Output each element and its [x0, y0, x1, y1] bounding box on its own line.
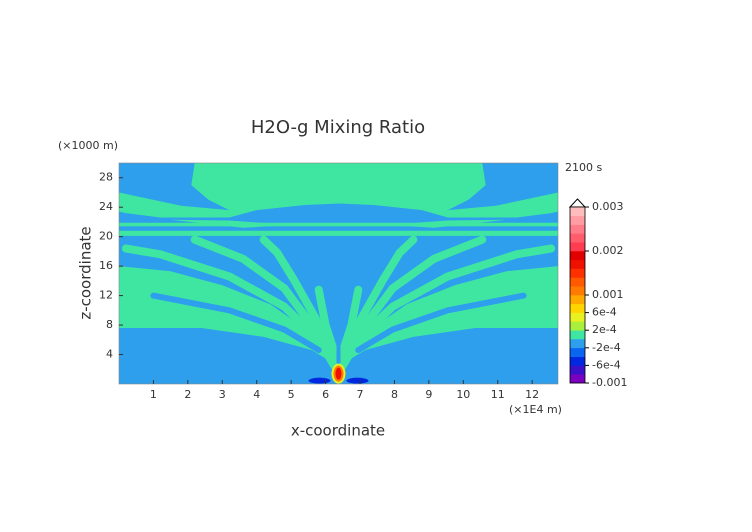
colorbar-band [570, 303, 585, 313]
colorbar-tick-label: 0.002 [592, 244, 624, 257]
contour-region [335, 367, 342, 380]
x-tick-label: 4 [253, 388, 260, 401]
colorbar-band [570, 207, 585, 217]
x-tick-label: 10 [456, 388, 470, 401]
contour-region [341, 266, 558, 365]
colorbar-band [570, 330, 585, 340]
y-unit: (×1000 m) [58, 139, 118, 152]
x-tick-label: 11 [491, 388, 505, 401]
x-tick-label: 1 [150, 388, 157, 401]
colorbar-band [570, 277, 585, 287]
colorbar-band [570, 251, 585, 261]
y-axis-label: z-coordinate [77, 226, 95, 319]
x-unit: (×1E4 m) [509, 403, 562, 416]
colorbar-tick-label: 2e-4 [592, 323, 617, 336]
y-tick-label: 4 [106, 348, 113, 361]
time-label: 2100 s [565, 161, 602, 174]
x-tick-label: 3 [219, 388, 226, 401]
contour-field [119, 163, 558, 384]
colorbar-tick-label: -0.001 [592, 376, 627, 389]
x-tick-label: 9 [425, 388, 432, 401]
colorbar-band [570, 286, 585, 296]
contour-region [346, 377, 369, 384]
y-tick-label: 16 [99, 259, 113, 272]
x-axis-label: x-coordinate [291, 422, 385, 440]
colorbar-band [570, 321, 585, 331]
contour-region [119, 163, 558, 218]
x-tick-label: 6 [322, 388, 329, 401]
contour-region [119, 230, 558, 236]
y-tick-label: 24 [99, 200, 113, 213]
contour-region [516, 211, 558, 218]
colorbar-band [570, 215, 585, 225]
y-tick-label: 12 [99, 289, 113, 302]
colorbar-band [570, 242, 585, 252]
contour-region [308, 377, 331, 384]
colorbar-band [570, 224, 585, 234]
x-tick-label: 5 [288, 388, 295, 401]
colorbar-band [570, 295, 585, 305]
y-tick-label: 20 [99, 230, 113, 243]
colorbar-tick-label: 0.003 [592, 200, 624, 213]
contour-region [229, 203, 448, 218]
x-tick-label: 8 [391, 388, 398, 401]
contour-region [337, 235, 418, 366]
colorbar-band [570, 365, 585, 375]
plot-frame [118, 162, 559, 385]
colorbar-band [570, 374, 585, 384]
colorbar-tick-label: -2e-4 [592, 341, 621, 354]
y-tick-label: 28 [99, 171, 113, 184]
contour-region [385, 219, 507, 228]
contour-region [119, 222, 558, 227]
contour-region [119, 163, 230, 211]
contour-region [119, 266, 336, 365]
colorbar-band [570, 356, 585, 366]
x-tick-label: 2 [184, 388, 191, 401]
contour-region [259, 235, 340, 366]
colorbar-band [570, 312, 585, 322]
x-tick-label: 12 [525, 388, 539, 401]
contour-region [335, 285, 363, 366]
contour-region [355, 292, 527, 354]
colorbar-band [570, 259, 585, 269]
colorbar-band [570, 233, 585, 243]
contour-region [314, 285, 342, 366]
chart-title: H2O-g Mixing Ratio [251, 117, 425, 138]
contour-region [338, 235, 487, 370]
contour-region [447, 163, 558, 211]
colorbar-tick-label: -6e-4 [592, 358, 621, 371]
contour-region [170, 219, 292, 228]
colorbar-tick-label: 0.001 [592, 288, 624, 301]
x-tick-label: 7 [357, 388, 364, 401]
contour-region [190, 235, 339, 370]
contour-region [150, 292, 322, 354]
colorbar-tick-label: 6e-4 [592, 306, 617, 319]
colorbar-band [570, 339, 585, 349]
colorbar-band [570, 268, 585, 278]
colorbar-band [570, 347, 585, 357]
y-tick-label: 8 [106, 318, 113, 331]
contour-region [119, 211, 161, 218]
